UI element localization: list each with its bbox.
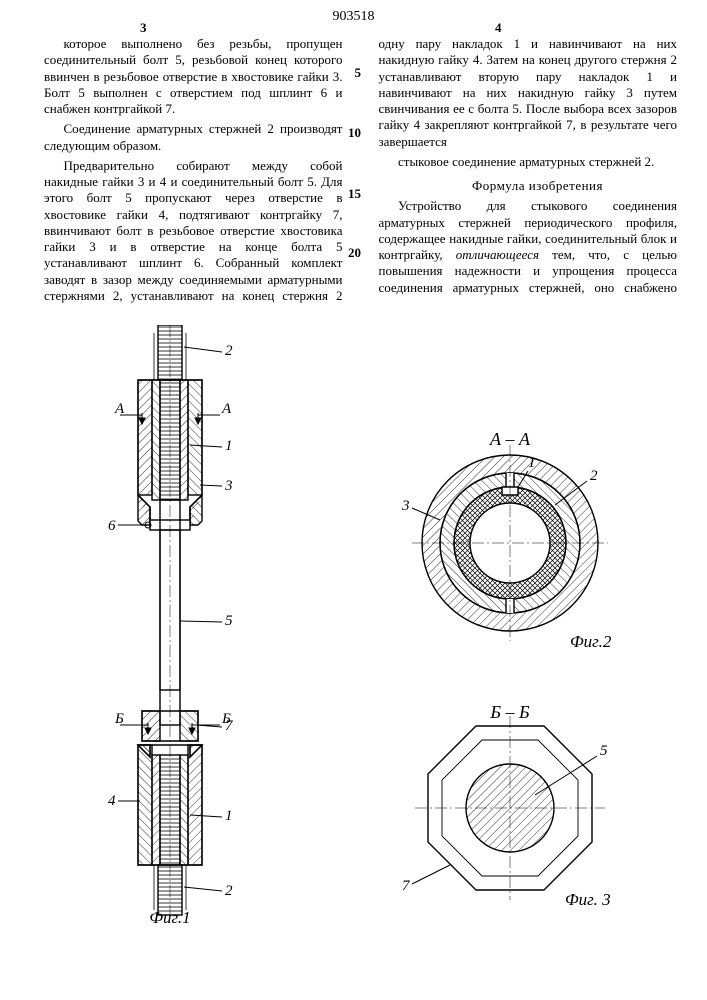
svg-text:Б – Б: Б – Б <box>489 702 530 722</box>
col-marker-right: 4 <box>495 20 502 36</box>
svg-text:А: А <box>114 401 125 417</box>
document-number: 903518 <box>333 8 375 26</box>
line-marker-20: 20 <box>347 245 361 261</box>
svg-text:2: 2 <box>225 343 233 359</box>
line-marker-10: 10 <box>347 125 361 141</box>
paragraph-4: стыковое соединение арматурных стержней … <box>379 154 678 170</box>
svg-text:5: 5 <box>600 743 608 759</box>
figures-area: 2 А А 1 3 6 5 7 Б Б 4 1 2 Фиг.1 А – А 3 1 … <box>0 325 707 945</box>
svg-text:4: 4 <box>108 793 116 809</box>
svg-text:1: 1 <box>225 808 233 824</box>
text-columns: которое выполнено без резьбы, пропущен с… <box>0 0 707 310</box>
line-marker-15: 15 <box>347 186 361 202</box>
svg-text:1: 1 <box>528 455 536 471</box>
svg-text:3: 3 <box>401 498 410 514</box>
svg-text:1: 1 <box>225 438 233 454</box>
svg-text:2: 2 <box>590 468 598 484</box>
col-marker-left: 3 <box>140 20 147 36</box>
svg-text:Фиг.2: Фиг.2 <box>570 632 612 651</box>
svg-text:Б: Б <box>114 711 124 727</box>
svg-text:5: 5 <box>225 613 233 629</box>
svg-text:2: 2 <box>225 883 233 899</box>
claims-title: Формула изобретения <box>379 178 678 194</box>
svg-text:6: 6 <box>108 518 116 534</box>
svg-text:Фиг.1: Фиг.1 <box>149 908 190 925</box>
figure-2: А – А 3 1 2 Фиг.2 <box>380 425 640 655</box>
svg-text:Б: Б <box>221 711 231 727</box>
paragraph-2: Соединение арматурных стержней 2 произво… <box>44 121 343 154</box>
svg-text:Фиг. 3: Фиг. 3 <box>565 890 611 909</box>
svg-text:А: А <box>221 401 232 417</box>
svg-text:3: 3 <box>224 478 233 494</box>
line-marker-5: 5 <box>347 65 361 81</box>
paragraph-1: которое выполнено без резьбы, пропущен с… <box>44 36 343 117</box>
figure-1: 2 АА 1 3 6 5 7 ББ 4 1 2 Фиг.1 <box>70 325 270 925</box>
svg-text:7: 7 <box>402 878 411 894</box>
figure-3: Б – Б 5 7 Фиг. 3 <box>380 700 640 910</box>
